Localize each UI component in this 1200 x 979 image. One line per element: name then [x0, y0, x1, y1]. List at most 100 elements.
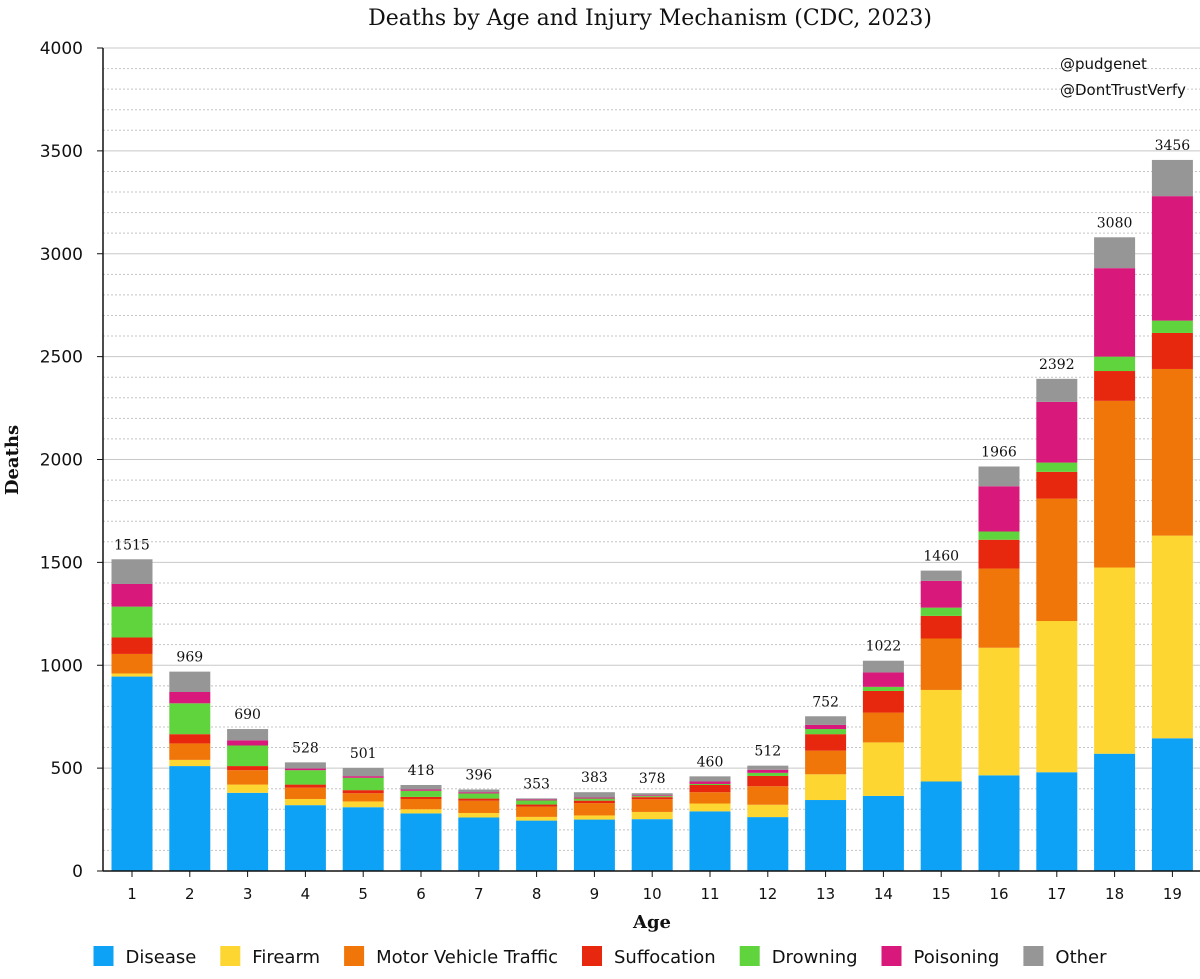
bar-segment-disease — [689, 811, 731, 871]
bar-segment-other — [227, 729, 269, 741]
bar-total-label: 501 — [350, 746, 377, 762]
bar-segment-poisoning — [111, 583, 153, 607]
x-tick-label: 9 — [590, 885, 600, 903]
bar-segment-poisoning — [978, 486, 1020, 532]
x-tick-label: 4 — [301, 885, 311, 903]
x-tick-label: 2 — [185, 885, 195, 903]
x-tick-label: 6 — [416, 885, 426, 903]
bar-segment-suffocation — [400, 796, 442, 799]
bar-segment-poisoning — [169, 691, 211, 704]
bar-segment-other — [978, 466, 1020, 487]
bar-segment-other — [342, 767, 384, 777]
bar-segment-drowning — [747, 772, 789, 776]
bar-segment-disease — [920, 781, 962, 871]
bar-segment-firearm — [227, 784, 269, 793]
bar-segment-suffocation — [284, 784, 326, 788]
bar-segment-motor-vehicle-traffic — [978, 568, 1020, 648]
bar-segment-drowning — [1151, 320, 1193, 333]
bar-segment-motor-vehicle-traffic — [805, 750, 847, 775]
bar-segment-disease — [1151, 738, 1193, 871]
bar-total-label: 396 — [465, 768, 492, 784]
bar-segment-poisoning — [689, 781, 731, 784]
legend-item: Poisoning — [881, 946, 999, 968]
bar-segment-motor-vehicle-traffic — [1036, 498, 1078, 622]
bar-segment-poisoning — [573, 797, 615, 799]
bar-segment-firearm — [978, 647, 1020, 776]
bar-segment-poisoning — [1036, 401, 1078, 463]
bar-segment-suffocation — [227, 766, 269, 771]
bar-segment-disease — [1036, 772, 1078, 871]
legend-item: Motor Vehicle Traffic — [344, 946, 558, 968]
bar-segment-poisoning — [747, 769, 789, 773]
bar-segment-motor-vehicle-traffic — [227, 770, 269, 785]
bar-segment-drowning — [805, 729, 847, 735]
bar-segment-poisoning — [227, 740, 269, 746]
credit-pudgenet: @pudgenet — [1060, 55, 1147, 73]
x-axis-title: Age — [632, 912, 671, 933]
bar-segment-other — [805, 716, 847, 725]
bar-segment-drowning — [573, 798, 615, 801]
legend-item: Firearm — [220, 946, 320, 968]
bar-segment-suffocation — [862, 690, 904, 713]
bar-total-label: 378 — [639, 771, 666, 787]
bar-segment-firearm — [1151, 535, 1193, 739]
bar-segment-motor-vehicle-traffic — [689, 792, 731, 804]
bar-segment-firearm — [169, 759, 211, 767]
legend-item: Disease — [93, 946, 196, 968]
x-tick-label: 5 — [358, 885, 368, 903]
bar-segment-motor-vehicle-traffic — [284, 787, 326, 799]
legend-label: Other — [1055, 947, 1107, 968]
legend-swatch — [881, 946, 902, 966]
bar-total-label: 1966 — [981, 444, 1017, 460]
bar-segment-disease — [284, 805, 326, 871]
y-tick-label: 500 — [51, 759, 83, 779]
y-tick-label: 3000 — [40, 245, 83, 265]
bar-segment-disease — [400, 813, 442, 871]
y-tick-label: 3500 — [40, 142, 83, 162]
legend-label: Motor Vehicle Traffic — [376, 947, 558, 968]
x-tick-label: 14 — [874, 885, 893, 903]
bar-segment-disease — [169, 766, 211, 871]
bar-segment-poisoning — [400, 789, 442, 791]
x-tick-label: 3 — [243, 885, 253, 903]
bar-segment-disease — [1094, 753, 1136, 871]
bar-segment-suffocation — [1094, 371, 1136, 401]
bar-segment-other — [920, 570, 962, 581]
bar-segment-drowning — [1036, 462, 1078, 472]
bar-total-label: 528 — [292, 740, 319, 756]
bar-segment-drowning — [400, 790, 442, 797]
bar-segment-disease — [805, 800, 847, 871]
bar-segment-firearm — [1094, 567, 1136, 754]
bar-segment-other — [169, 671, 211, 692]
bar-segment-disease — [458, 817, 500, 871]
legend-swatch — [220, 946, 241, 966]
legend-swatch — [93, 946, 114, 966]
bar-segment-suffocation — [111, 637, 153, 654]
bar-segment-motor-vehicle-traffic — [920, 638, 962, 690]
bar-segment-suffocation — [573, 800, 615, 804]
x-tick-label: 16 — [989, 885, 1008, 903]
x-tick-label: 18 — [1105, 885, 1124, 903]
y-tick-label: 1000 — [40, 656, 83, 676]
bar-segment-firearm — [573, 815, 615, 820]
bar-segment-motor-vehicle-traffic — [747, 786, 789, 805]
bar-segment-poisoning — [458, 792, 500, 794]
bar-segment-disease — [573, 819, 615, 871]
bar-segment-suffocation — [458, 798, 500, 801]
bar-segment-disease — [111, 676, 153, 871]
bar-segment-poisoning — [920, 580, 962, 608]
chart-title: Deaths by Age and Injury Mechanism (CDC,… — [368, 6, 932, 31]
bar-segment-poisoning — [1151, 196, 1193, 321]
bar-segment-firearm — [284, 798, 326, 806]
bar-segment-suffocation — [689, 784, 731, 793]
bar-total-label: 2392 — [1039, 357, 1075, 373]
legend-item: Drowning — [739, 946, 858, 968]
bar-segment-other — [516, 798, 558, 800]
bar-segment-firearm — [400, 809, 442, 814]
y-axis-title: Deaths — [2, 425, 23, 495]
bar-total-label: 1515 — [114, 537, 150, 553]
bar-segment-poisoning — [342, 776, 384, 778]
bar-segment-firearm — [458, 812, 500, 818]
bar-segment-suffocation — [516, 804, 558, 807]
